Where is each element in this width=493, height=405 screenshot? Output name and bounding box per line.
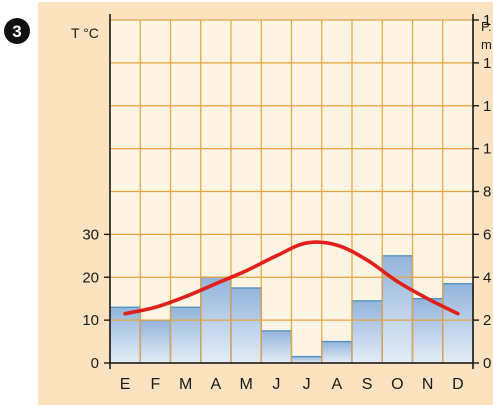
precip-bar-2 — [139, 319, 172, 364]
precip-bar-11 — [411, 298, 444, 364]
right-tick-label: 4 — [483, 269, 491, 286]
left-tick-label: 10 — [82, 312, 99, 329]
month-label: A — [332, 376, 343, 393]
month-label: N — [422, 376, 434, 393]
right-tick-label: 8 — [483, 184, 491, 201]
month-label: J — [272, 376, 280, 393]
figure-number: 3 — [12, 22, 21, 41]
right-tick-label: 1 — [483, 12, 491, 29]
month-label: E — [120, 376, 131, 393]
right-tick-label: 2 — [483, 312, 491, 329]
left-tick-label: 0 — [91, 355, 99, 372]
precip-bar-7 — [290, 355, 323, 364]
right-tick-label: 1 — [483, 141, 491, 158]
right-tick-label: 1 — [483, 55, 491, 72]
temperature-line — [123, 240, 460, 316]
precip-bar-6 — [260, 330, 293, 364]
figure-number-badge — [4, 18, 30, 44]
precip-bar-5 — [230, 287, 262, 364]
right-tick-label: 6 — [483, 226, 491, 243]
left-tick-label: 30 — [82, 226, 99, 243]
right-tick-label: 0 — [483, 355, 491, 372]
precip-bar-12 — [442, 283, 474, 364]
month-label: D — [452, 376, 464, 393]
precip-bar-9 — [351, 300, 383, 364]
month-label: J — [303, 376, 311, 393]
month-label: M — [179, 376, 192, 393]
precip-bar-3 — [169, 306, 202, 364]
precip-bar-1 — [109, 306, 141, 364]
month-label: F — [150, 376, 160, 393]
month-label: M — [239, 376, 252, 393]
month-label: S — [362, 376, 373, 393]
month-label: A — [211, 376, 222, 393]
right-axis-title-line2: m — [481, 37, 492, 52]
month-label: O — [391, 376, 403, 393]
right-tick-label: 1 — [483, 98, 491, 115]
left-axis-title: T °C — [71, 25, 99, 41]
left-tick-label: 20 — [82, 269, 99, 286]
right-axis-title: P. — [481, 19, 492, 34]
precip-bar-8 — [321, 340, 353, 364]
